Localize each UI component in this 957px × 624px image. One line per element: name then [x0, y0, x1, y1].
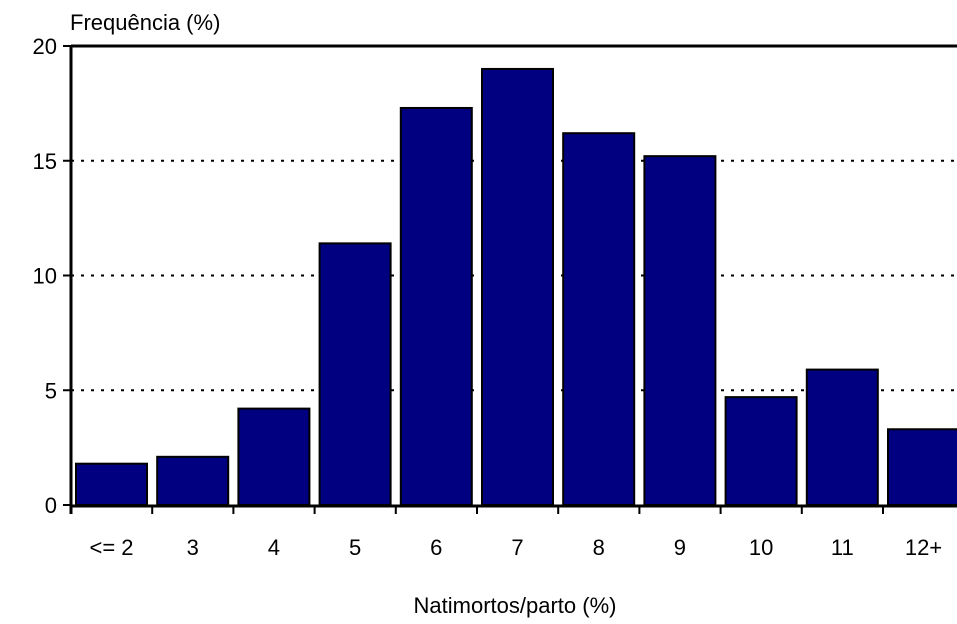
x-tick-label: 11: [831, 535, 854, 560]
bars: [75, 67, 957, 507]
bar-7: [562, 132, 636, 507]
y-ticks: 0 5 10 15 20: [33, 34, 71, 518]
bar-8: [643, 155, 717, 506]
x-tick-label: 12+: [905, 535, 942, 560]
y-axis-title: Frequência (%): [70, 10, 220, 35]
bar-6: [481, 67, 554, 506]
y-tick-label: 0: [45, 493, 57, 518]
y-tick-label: 20: [33, 34, 57, 59]
x-axis-title: Natimortos/parto (%): [414, 593, 617, 618]
x-ticks: <= 2 3 4 5 6 7 8 9 10 11 12+: [70, 505, 942, 560]
x-tick-label: <= 2: [89, 535, 133, 560]
y-tick-label: 15: [33, 149, 57, 174]
bar-4: [318, 242, 392, 506]
x-tick-label: 3: [187, 535, 199, 560]
bar-11: [887, 428, 957, 507]
bar-1: [75, 462, 148, 507]
x-tick-label: 9: [674, 535, 686, 560]
bar-10: [805, 368, 879, 506]
x-tick-label: 4: [268, 535, 280, 560]
bar-9: [724, 396, 798, 507]
bar-3: [237, 407, 311, 506]
x-tick-label: 6: [430, 535, 442, 560]
x-tick-label: 5: [349, 535, 361, 560]
bar-5: [399, 106, 473, 506]
x-tick-label: 7: [511, 535, 523, 560]
y-tick-label: 10: [33, 264, 57, 289]
x-tick-label: 10: [749, 535, 773, 560]
y-tick-label: 5: [45, 378, 57, 403]
bar-2: [156, 455, 230, 506]
x-tick-label: 8: [593, 535, 605, 560]
axes: [69, 44, 957, 514]
